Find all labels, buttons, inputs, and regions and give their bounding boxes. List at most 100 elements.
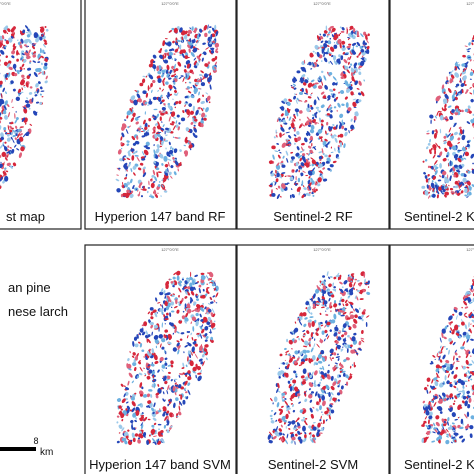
patch	[287, 422, 292, 427]
patch	[465, 396, 468, 399]
patch	[125, 128, 129, 135]
patch	[176, 340, 180, 343]
patch	[465, 353, 469, 359]
patch	[26, 55, 31, 60]
patch	[293, 142, 296, 145]
scale-bar	[0, 447, 36, 451]
panel-label: Hyperion 147 band SVM	[89, 457, 231, 472]
patch	[182, 110, 185, 114]
patch	[187, 33, 190, 37]
patch	[160, 387, 163, 390]
patch	[14, 137, 17, 140]
patch	[330, 93, 334, 96]
patch	[366, 315, 370, 318]
patch	[204, 306, 207, 310]
patch	[292, 379, 297, 384]
patch	[200, 274, 206, 281]
patch	[187, 356, 189, 362]
patch	[4, 169, 6, 173]
patch	[325, 130, 327, 135]
patch	[141, 349, 145, 352]
patch	[471, 39, 474, 42]
patch	[347, 61, 350, 65]
patch	[277, 419, 280, 422]
patch	[337, 134, 340, 138]
patch	[154, 133, 158, 139]
patch	[299, 315, 301, 319]
patch	[311, 192, 314, 195]
patch	[159, 291, 164, 296]
patch	[470, 378, 473, 381]
patch	[468, 314, 470, 317]
patch	[6, 132, 11, 135]
patch	[331, 54, 334, 58]
patch	[320, 104, 325, 108]
patch	[282, 362, 286, 365]
patch	[435, 364, 441, 369]
patch	[311, 297, 313, 302]
patch	[308, 382, 314, 388]
patch	[28, 49, 31, 54]
patch	[449, 407, 453, 413]
patch	[21, 77, 26, 80]
patch	[316, 343, 320, 348]
patch	[116, 188, 121, 193]
patch	[272, 154, 275, 160]
patch	[352, 42, 357, 46]
patch	[6, 73, 9, 75]
patch	[123, 393, 126, 398]
patch	[202, 360, 205, 367]
patch	[199, 325, 203, 331]
patch	[445, 428, 449, 433]
patch	[306, 330, 310, 334]
patch	[467, 370, 471, 375]
patch	[467, 143, 470, 147]
patch	[461, 393, 465, 398]
patch	[174, 305, 178, 309]
patch	[284, 372, 287, 377]
patch	[32, 54, 37, 58]
patch	[118, 424, 123, 429]
patch	[171, 65, 175, 70]
patch	[464, 425, 468, 429]
patch	[270, 417, 273, 420]
coordinate-label: 127°0'0"E	[466, 1, 474, 6]
patch	[321, 330, 325, 335]
patch	[165, 111, 168, 115]
patch	[454, 418, 458, 421]
patch	[278, 375, 281, 379]
patch	[189, 27, 192, 30]
patch	[184, 55, 189, 60]
panel-label: st map	[6, 209, 45, 224]
patch	[189, 360, 194, 367]
patch	[457, 141, 460, 144]
patch	[344, 53, 349, 56]
patch	[347, 291, 350, 295]
patch	[37, 61, 41, 63]
patch	[177, 163, 182, 167]
coordinate-label: 127°0'0"E	[161, 1, 179, 6]
patch	[431, 180, 434, 183]
patch	[29, 30, 32, 36]
patch	[351, 336, 356, 342]
patch	[436, 376, 439, 378]
patch	[283, 419, 287, 423]
patch	[159, 408, 161, 411]
patch	[307, 170, 313, 176]
patch	[318, 322, 321, 326]
patch	[279, 353, 283, 357]
patch	[346, 317, 351, 320]
patch	[455, 366, 459, 370]
patch	[123, 158, 126, 161]
patch	[43, 31, 45, 36]
patch	[117, 149, 122, 155]
patch	[350, 91, 354, 96]
patch	[129, 193, 134, 198]
patch	[460, 173, 465, 177]
patch	[320, 321, 323, 325]
patch	[318, 325, 322, 330]
patch	[153, 402, 156, 408]
patch	[305, 350, 310, 353]
patch	[460, 190, 464, 194]
patch	[316, 401, 319, 405]
